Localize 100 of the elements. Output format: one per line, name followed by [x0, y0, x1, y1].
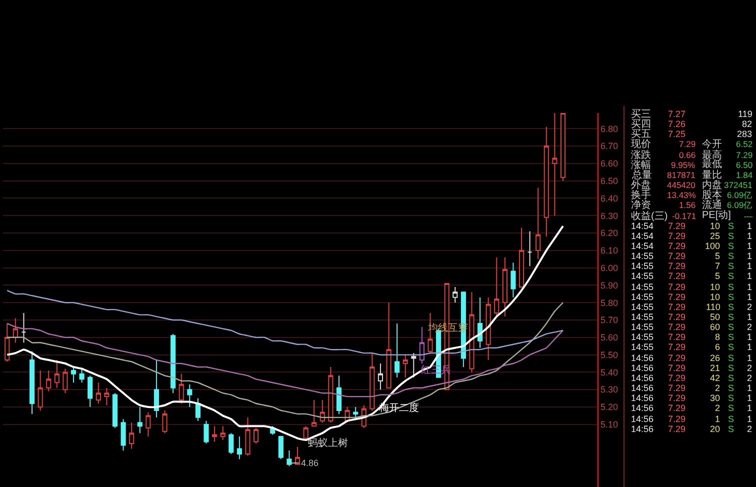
- candlestick: [278, 436, 284, 460]
- text: 买五 7.25 283: [631, 129, 752, 140]
- candlestick: [245, 416, 250, 456]
- candlestick: [536, 187, 541, 260]
- text: 14:56 7.29 2 S 1: [631, 403, 752, 413]
- candlestick: [294, 446, 300, 465]
- y-tick-label: 5.60: [600, 332, 618, 343]
- candlestick: [386, 302, 392, 388]
- text: 14:55 7.29 8 S 1: [631, 332, 752, 342]
- candlestick: [137, 406, 142, 434]
- candlestick: [411, 352, 416, 378]
- y-tick-label: 6.40: [600, 193, 618, 204]
- candlestick: [560, 113, 566, 182]
- line-series: [6, 290, 564, 356]
- candlestick: [204, 420, 209, 444]
- candlestick: [146, 412, 151, 438]
- candlestick: [320, 400, 325, 424]
- text: 买三 7.27 119: [631, 109, 752, 120]
- candlestick: [46, 370, 52, 392]
- candlestick: [527, 230, 532, 267]
- text: 14:54 7.29 100 S 1: [631, 241, 752, 251]
- candlestick: [4, 322, 10, 362]
- y-tick-label: 5.30: [600, 384, 618, 395]
- y-tick-label: 5.10: [600, 420, 618, 430]
- candlestick: [38, 370, 43, 411]
- candlestick: [96, 382, 101, 404]
- candlestick: [212, 426, 218, 442]
- y-tick-label: 5.50: [600, 350, 618, 360]
- candlestick: [12, 318, 18, 344]
- text: 总量 817871 量比 1.84: [632, 170, 753, 181]
- text: 14:55 7.29 5 S 1: [631, 271, 752, 281]
- candlestick: [170, 333, 176, 394]
- candlestick: [70, 366, 76, 384]
- text: 现价 7.29 今开 6.52: [631, 139, 753, 150]
- y-tick-label: 5.80: [600, 298, 618, 308]
- text: 14:54 7.29 25 S 1: [631, 231, 752, 241]
- candlestick: [30, 350, 35, 414]
- text: 换手 13.43% 股本 6.09亿: [631, 190, 753, 201]
- candlestick: [502, 256, 508, 318]
- candlestick: [120, 418, 126, 451]
- candlestick: [494, 256, 500, 318]
- line-series: [6, 302, 564, 418]
- candlestick: [486, 296, 491, 361]
- candlestick: [88, 375, 93, 408]
- text: 14:56 7.29 2 S 1: [631, 383, 752, 393]
- text: 净资 1.56 流通 6.09亿: [631, 200, 753, 211]
- text: 涨跌 0.66 最高 7.29: [631, 150, 753, 161]
- candlestick: [254, 427, 259, 444]
- candlestick: [62, 368, 68, 394]
- candlestick: [402, 354, 408, 378]
- text: 14:54 7.29 10 S 1: [631, 221, 752, 231]
- text: 14:55 7.29 50 S 1: [631, 312, 752, 322]
- candlestick: [154, 360, 160, 418]
- text: 14:56 7.29 1 S 1: [631, 414, 752, 424]
- y-tick-label: 5.90: [600, 280, 618, 290]
- text: 14:55 7.29 10 S 1: [631, 282, 752, 292]
- candlestick: [353, 406, 358, 420]
- candlestick: [54, 360, 60, 388]
- text: 14:56 7.29 42 S 2: [631, 373, 752, 383]
- candlestick: [236, 436, 242, 460]
- candlestick: [303, 426, 308, 441]
- candlestick: [187, 384, 192, 408]
- candlestick: [328, 366, 334, 424]
- candlestick: [378, 362, 383, 390]
- annotation: 蚂蚁上树: [308, 437, 348, 449]
- y-tick-label: 6.00: [600, 262, 618, 273]
- text: 14:56 7.29 21 S 2: [631, 363, 752, 373]
- y-tick-label: 6.20: [600, 228, 618, 238]
- text: 涨幅 9.95% 最低 6.50: [631, 159, 753, 171]
- candlestick: [419, 326, 424, 364]
- line-series: [6, 322, 564, 398]
- text: 14:56 7.29 26 S 1: [631, 353, 752, 363]
- y-tick-label: 5.70: [600, 315, 618, 326]
- y-tick-label: 6.10: [600, 246, 618, 256]
- text: 收益(三) -0.171 PE[动] —: [631, 210, 752, 222]
- candlestick: [312, 400, 317, 427]
- y-tick-label: 5.20: [600, 402, 618, 412]
- candlestick: [178, 373, 184, 404]
- candlestick: [336, 375, 342, 414]
- candlestick: [394, 322, 400, 378]
- candlestick: [544, 126, 549, 238]
- candlestick: [104, 387, 110, 406]
- candlestick: [220, 426, 226, 441]
- text: 14:55 7.29 5 S 1: [631, 251, 752, 261]
- candlestick: [195, 398, 200, 422]
- candlestick: [370, 352, 375, 411]
- y-tick-label: 6.70: [600, 141, 618, 152]
- y-tick-label: 5.40: [600, 367, 618, 378]
- candlestick: [162, 410, 168, 434]
- text: 14:56 7.29 30 S 1: [631, 393, 752, 403]
- candlestick: [228, 432, 234, 454]
- candlestick: [21, 312, 26, 344]
- annotation: 4.86: [301, 458, 319, 468]
- candlestick: [452, 286, 458, 304]
- y-tick-label: 6.50: [600, 176, 618, 186]
- text: 14:55 7.29 10 S 1: [631, 292, 752, 302]
- text: 外盘 445420 内盘 372451: [631, 180, 752, 191]
- candlestick: [79, 368, 84, 384]
- text: 14:55 7.29 7 S 1: [631, 261, 752, 271]
- y-tick-label: 6.60: [600, 158, 618, 169]
